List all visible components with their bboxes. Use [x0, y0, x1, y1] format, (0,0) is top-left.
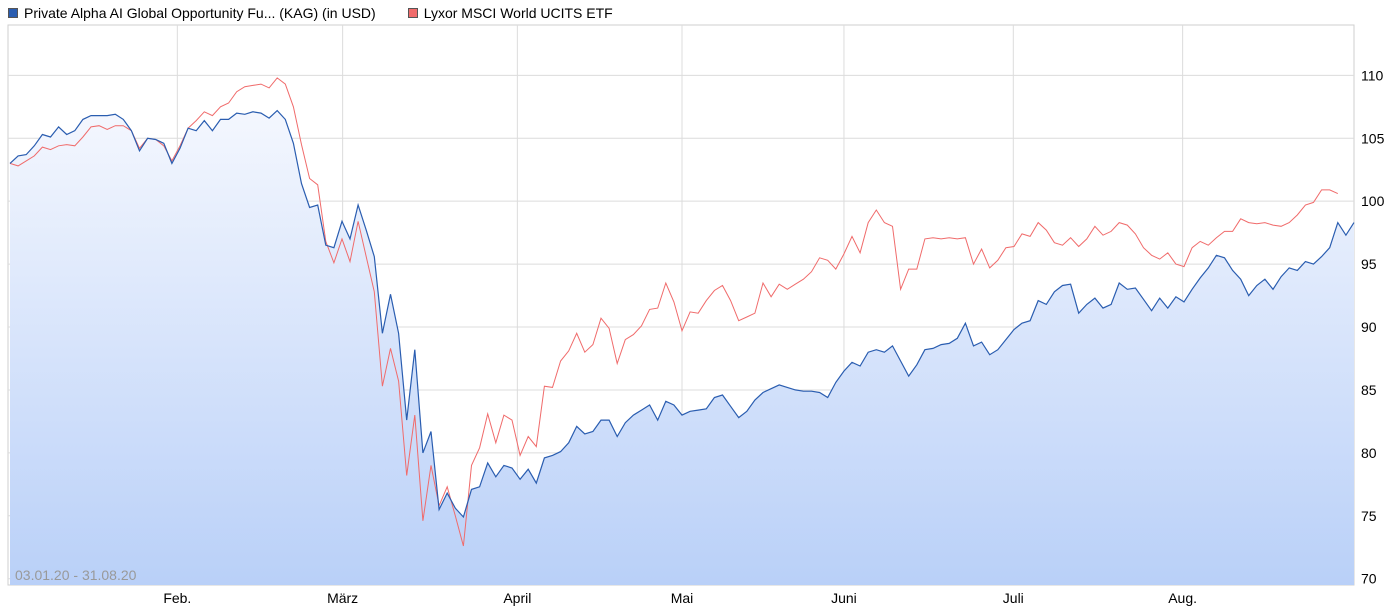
y-tick-label: 75 — [1361, 508, 1377, 524]
x-tick-label: Aug. — [1168, 590, 1197, 606]
y-tick-label: 110 — [1361, 67, 1384, 83]
legend-swatch-etf — [407, 8, 418, 18]
x-tick-label: April — [503, 590, 531, 606]
legend-item-etf[interactable]: Lyxor MSCI World UCITS ETF — [407, 5, 613, 21]
legend-label-etf: Lyxor MSCI World UCITS ETF — [423, 5, 613, 21]
y-tick-label: 100 — [1361, 193, 1385, 209]
x-tick-label: Mai — [671, 590, 694, 606]
y-tick-label: 105 — [1361, 130, 1385, 146]
x-tick-label: Feb. — [163, 590, 191, 606]
x-tick-label: Juni — [831, 590, 857, 606]
legend-swatch-fund — [8, 8, 18, 18]
x-tick-label: März — [327, 590, 358, 606]
legend-label-fund: Private Alpha AI Global Opportunity Fu..… — [24, 5, 376, 21]
x-tick-label: Juli — [1003, 590, 1024, 606]
y-tick-label: 85 — [1361, 382, 1377, 398]
series-line-fund — [9, 109, 1355, 519]
x-axis-ticks: Feb. März April Mai Juni Juli Aug. — [163, 590, 1197, 606]
series-line-etf — [9, 77, 1339, 547]
y-axis-ticks: 110 105 100 95 90 85 80 75 70 — [1361, 67, 1385, 586]
y-tick-label: 70 — [1361, 571, 1377, 587]
date-range-label: 03.01.20 - 31.08.20 — [15, 567, 137, 583]
legend-item-fund[interactable]: Private Alpha AI Global Opportunity Fu..… — [8, 5, 376, 21]
y-tick-label: 90 — [1361, 319, 1377, 335]
y-tick-label: 80 — [1361, 445, 1377, 461]
y-tick-label: 95 — [1361, 256, 1377, 272]
chart-legend: Private Alpha AI Global Opportunity Fu..… — [8, 4, 645, 22]
fund-area-fill — [10, 110, 1354, 585]
